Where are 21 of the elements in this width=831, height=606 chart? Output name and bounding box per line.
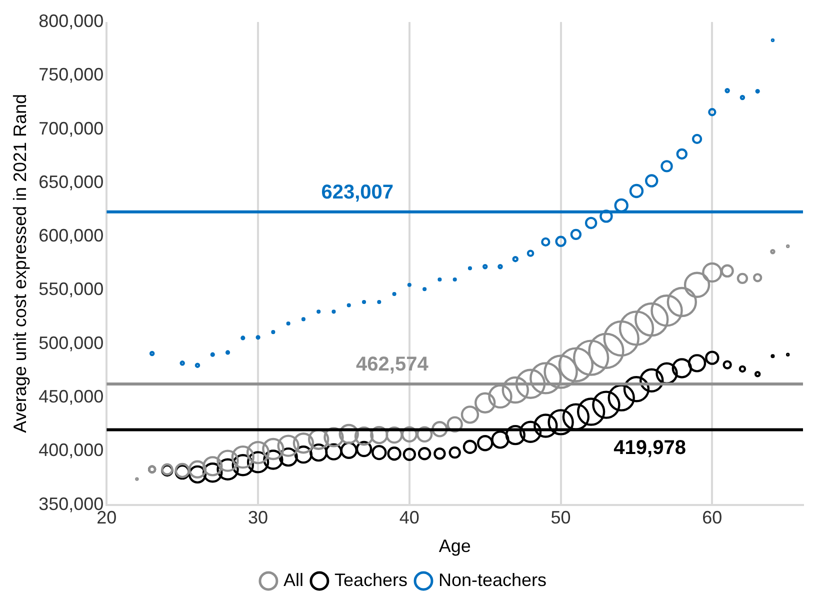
legend-label: Teachers bbox=[334, 570, 408, 590]
y-tick-label: 800,000 bbox=[38, 10, 104, 31]
ref-line-label: 623,007 bbox=[321, 181, 394, 204]
y-tick-label: 400,000 bbox=[38, 440, 104, 460]
y-tick-label: 450,000 bbox=[38, 386, 104, 406]
y-tick-label: 500,000 bbox=[38, 332, 104, 353]
legend-label: Non-teachers bbox=[438, 570, 547, 590]
y-tick-label: 700,000 bbox=[38, 118, 104, 138]
y-tick-label: 650,000 bbox=[38, 172, 104, 192]
y-tick-label: 600,000 bbox=[38, 226, 104, 246]
ref-line-label: 419,978 bbox=[614, 437, 686, 460]
x-tick-label: 40 bbox=[399, 508, 420, 528]
legend-label: All bbox=[283, 570, 304, 590]
x-axis-title: Age bbox=[438, 536, 471, 556]
x-tick-label: 30 bbox=[248, 508, 268, 528]
ref-line-label: 462,574 bbox=[356, 354, 430, 376]
x-tick-label: 60 bbox=[702, 508, 722, 528]
y-tick-label: 550,000 bbox=[38, 279, 104, 300]
y-tick-label: 750,000 bbox=[38, 64, 104, 85]
y-axis-title: Average unit cost expressed in 2021 Rand bbox=[10, 94, 30, 433]
x-tick-label: 50 bbox=[550, 508, 571, 528]
